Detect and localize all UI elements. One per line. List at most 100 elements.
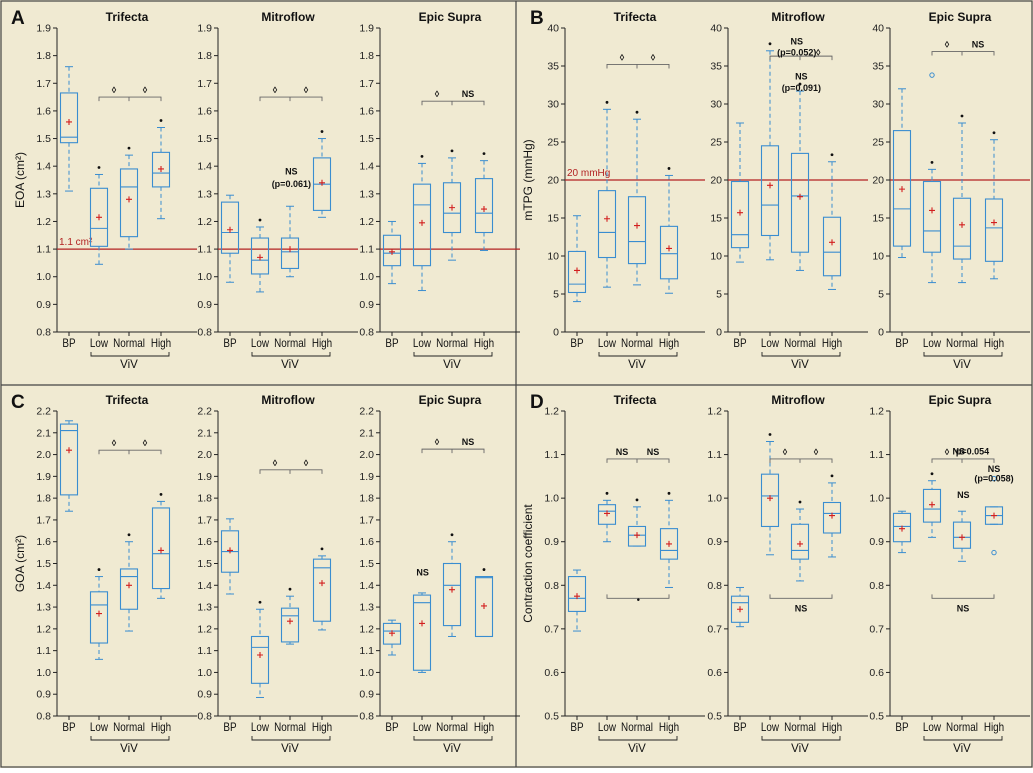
significance-dot [960,114,964,118]
significance-dot [97,568,101,571]
y-tick-label: 1.8 [197,50,212,62]
y-tick-label: 2.1 [36,427,51,439]
y-tick-label: 1.5 [36,558,51,570]
significance-dot [482,152,486,156]
box-iqr [984,198,1004,262]
group-bracket [598,352,678,357]
y-tick-label: 1.0 [36,667,51,679]
box-iqr [412,183,432,267]
mean-marker [959,221,965,228]
comparison-bracket: ◊ [931,447,995,463]
y-tick-label: 1.1 [197,244,212,256]
y-tick-label: 1.3 [359,602,374,614]
bracket-line [769,55,833,61]
box-normal [280,595,300,645]
significance-dot [667,491,671,495]
x-tick-label: Normal [946,337,978,350]
y-tick-label: 1.1 [197,645,212,657]
y-tick-label: 25 [872,137,884,149]
panel-letter-b: B [530,8,544,29]
y-tick-label: 1.0 [197,667,212,679]
x-tick-label: Low [761,721,779,734]
panel-letter-d: D [530,392,544,413]
y-tick-label: 1.2 [359,216,374,228]
box-high [151,500,171,599]
box-normal [952,122,972,284]
box-iqr [627,525,647,547]
bracket-label: ◊ [620,52,625,62]
bracket-label: NS [462,437,475,447]
group-bracket [923,352,1003,357]
y-tick-label: 1.8 [36,493,51,505]
significance-dot [320,130,324,133]
significance-dot [450,533,454,537]
x-tick-label: Normal [436,721,468,734]
box-iqr [790,523,810,560]
y-tick-label: 0.8 [197,327,212,339]
panel-letter-c: C [11,392,25,413]
box-iqr [790,152,810,253]
y-tick-label: 0.9 [707,536,722,548]
box-high [822,161,842,290]
bracket-label: ◊ [143,438,148,448]
y-tick-label: 1.4 [197,580,212,592]
y-tick-label: 30 [872,99,884,111]
mean-marker [66,447,72,454]
x-tick-label: Normal [274,721,306,734]
y-tick-label: 1.2 [197,623,212,635]
significance-dot [320,547,324,551]
x-tick-label: BP [895,721,908,734]
box-normal [627,506,647,547]
y-tick-label: 1.4 [197,161,212,173]
y-tick-label: 2.1 [359,427,374,439]
y-tick-label: 1.5 [197,558,212,570]
y-tick-label: 0.5 [544,711,559,723]
subplot-a2: Mitroflow 0.8 0.9 1.0 1.1 1.2 1.3 1.4 1.5 1.6 1.7 1… [197,10,358,371]
x-tick-label: BP [385,721,398,734]
bracket-line [931,51,995,56]
y-tick-label: 20 [710,175,722,187]
box-iqr [567,250,587,294]
box-normal [442,157,462,261]
mean-marker [666,540,672,547]
y-tick-label: 0 [553,327,559,339]
box-bp [59,420,79,512]
box-iqr [474,576,494,638]
annotation: (p=0.052) [777,47,816,57]
y-axis-label: EOA (cm²) [13,152,27,208]
group-bracket [413,352,493,357]
box-iqr [659,528,679,560]
mean-marker [126,196,132,203]
subplot-title: Trifecta [106,10,149,24]
mean-marker [829,239,835,246]
y-tick-label: 1.4 [359,580,374,592]
mean-marker [634,532,640,539]
box-iqr [892,512,912,543]
y-tick-label: 1.6 [36,105,51,117]
mean-marker [419,620,425,627]
box-normal [952,510,972,562]
box-iqr [250,635,270,684]
annotation: NS [957,490,970,500]
x-tick-label: Low [923,721,941,734]
y-tick-label: 1.1 [544,449,559,461]
y-tick-label: 0.9 [544,536,559,548]
significance-dot [830,153,834,157]
x-tick-label: High [822,721,842,734]
mean-marker [899,525,905,532]
box-iqr [442,562,462,627]
mean-marker [604,215,610,222]
group-label: ViV [443,359,461,371]
y-tick-label: 20 [547,175,559,187]
y-tick-label: 30 [547,99,559,111]
y-tick-label: 0.5 [707,711,722,723]
mean-marker [481,206,487,213]
group-bracket [923,736,1003,741]
y-tick-label: 1.8 [36,50,51,62]
bracket-line [421,448,485,454]
y-tick-label: 5 [553,289,559,301]
y-tick-label: 40 [547,23,559,35]
mean-marker [666,245,672,252]
mean-marker [767,182,773,189]
x-tick-label: BP [385,337,398,350]
